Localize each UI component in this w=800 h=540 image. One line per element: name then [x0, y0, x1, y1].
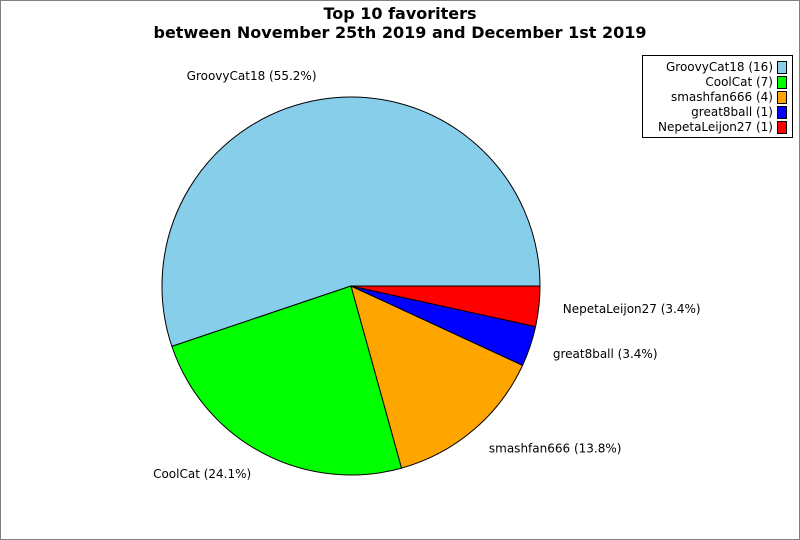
chart-legend: GroovyCat18 (16) CoolCat (7) smashfan666… — [642, 55, 793, 138]
slice-label-great8ball: great8ball (3.4%) — [553, 347, 658, 361]
slice-label-smashfan666: smashfan666 (13.8%) — [489, 441, 622, 455]
pie-slice-coolcat — [171, 285, 403, 476]
legend-label: NepetaLeijon27 (1) — [658, 120, 773, 134]
pie-slice-nepetaleijon27 — [350, 285, 541, 328]
chart-subtitle: between November 25th 2019 and December … — [153, 23, 647, 42]
legend-item-smashfan666: smashfan666 (4) — [671, 89, 787, 105]
slice-label-nepetaleijon27: NepetaLeijon27 (3.4%) — [563, 302, 701, 316]
pie-slice-groovycat18 — [161, 96, 541, 347]
pie-slice-smashfan666 — [350, 285, 524, 469]
legend-item-nepetaleijon27: NepetaLeijon27 (1) — [658, 119, 787, 135]
chart-title-block: Top 10 favoriters between November 25th … — [1, 4, 799, 42]
legend-swatch — [777, 90, 787, 104]
legend-item-coolcat: CoolCat (7) — [705, 74, 787, 90]
legend-label: smashfan666 (4) — [670, 90, 773, 104]
chart-title: Top 10 favoriters — [323, 4, 477, 23]
slice-label-groovycat18: GroovyCat18 (55.2%) — [187, 69, 317, 83]
legend-swatch — [777, 105, 787, 119]
slice-label-coolcat: CoolCat (24.1%) — [153, 467, 251, 481]
legend-swatch — [777, 75, 787, 89]
legend-swatch — [777, 120, 787, 134]
legend-item-great8ball: great8ball (1) — [691, 104, 787, 120]
legend-label: CoolCat (7) — [705, 75, 773, 89]
legend-label: GroovyCat18 (16) — [665, 60, 773, 74]
legend-item-groovycat18: GroovyCat18 (16) — [666, 59, 787, 75]
legend-label: great8ball (1) — [691, 105, 773, 119]
legend-swatch — [777, 60, 787, 74]
